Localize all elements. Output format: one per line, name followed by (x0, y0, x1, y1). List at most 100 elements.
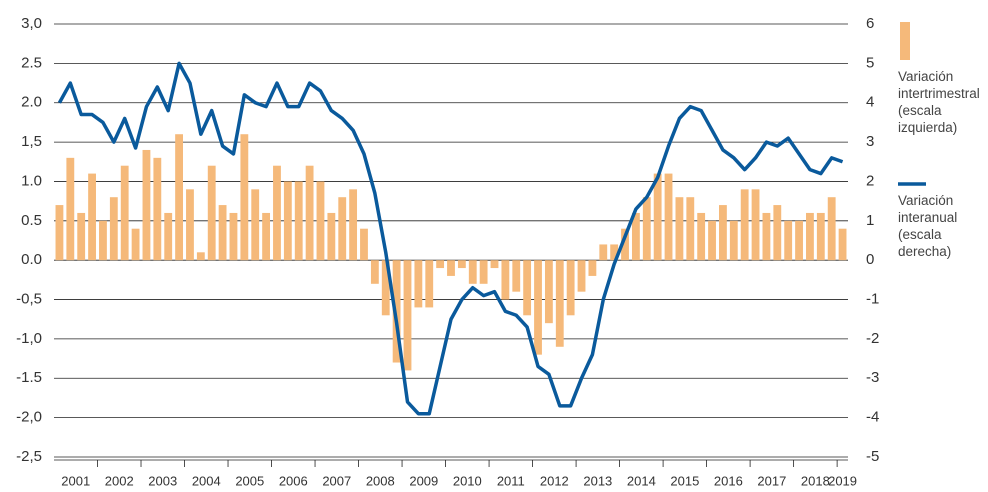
legend-label: Variación intertrimestral (escala izquie… (898, 69, 980, 135)
bar (403, 260, 412, 371)
bar (838, 228, 847, 261)
line (57, 61, 844, 416)
y-tick-label: 1,5 (21, 133, 42, 150)
bar (555, 260, 564, 347)
bar (370, 260, 379, 284)
y2-tick-label: 4 (866, 94, 874, 111)
bar (131, 228, 140, 261)
y2-tick-label: 2 (866, 172, 874, 189)
x-tick-label: 2015 (670, 473, 699, 488)
bar (479, 260, 488, 284)
bar (697, 212, 706, 261)
y2-tick-label: 5 (866, 54, 874, 71)
bar (534, 260, 542, 355)
y2-tick-label: -2 (866, 330, 879, 347)
bar (762, 212, 771, 261)
y2-tick-label: 6 (866, 15, 874, 32)
bar (544, 260, 553, 324)
bar (327, 212, 336, 261)
bar (251, 189, 260, 261)
legend-label: Variación interanual (escala derecha) (898, 193, 958, 259)
y2-tick-label: -1 (866, 291, 879, 308)
bar (708, 220, 716, 261)
bar (392, 260, 401, 363)
x-tick-label: 2018 (801, 473, 830, 488)
bar (686, 197, 695, 261)
y-tick-label: 3,0 (21, 15, 42, 32)
bar (262, 212, 271, 261)
bar (207, 165, 216, 261)
bar (175, 134, 183, 261)
y-tick-label: 0.5 (21, 212, 42, 229)
bar (294, 181, 303, 261)
bar (816, 212, 825, 261)
y-tick-label: 2.0 (21, 94, 42, 111)
bar (457, 260, 466, 269)
x-tick-label: 2003 (148, 473, 177, 488)
bar (283, 181, 292, 261)
bar (740, 189, 749, 261)
y-tick-label: -1,0 (16, 330, 42, 347)
y-tick-label: -1.5 (16, 369, 42, 386)
bar (229, 212, 238, 261)
x-tick-label: 2007 (322, 473, 351, 488)
bar (120, 165, 129, 261)
bar (240, 134, 249, 261)
legend-swatch (900, 22, 910, 60)
bar (425, 260, 434, 308)
bar (599, 244, 608, 261)
x-tick-label: 2013 (583, 473, 612, 488)
bar (653, 173, 662, 261)
bar (414, 260, 423, 308)
bar (66, 157, 75, 261)
y2-tick-label: 1 (866, 212, 874, 229)
y-tick-label: 1.0 (21, 172, 42, 189)
bar (751, 189, 760, 261)
bar (55, 205, 64, 261)
bar (273, 165, 281, 261)
x-tick-label: 2006 (279, 473, 308, 488)
bar (795, 220, 803, 261)
bar (588, 260, 597, 276)
y-tick-label: 2.5 (21, 54, 42, 71)
bar (512, 260, 521, 292)
x-tick-label: 2019 (828, 473, 857, 488)
bar (164, 212, 173, 261)
x-tick-label: 2002 (105, 473, 134, 488)
x-tick-label: 2012 (540, 473, 569, 488)
bar (142, 149, 151, 261)
bar (631, 212, 640, 261)
bar (196, 252, 205, 261)
bar (88, 173, 96, 261)
y-tick-label: 0.0 (21, 251, 42, 268)
bar (577, 260, 586, 292)
x-tick-label: 2009 (409, 473, 438, 488)
y-tick-label: -2,0 (16, 409, 42, 426)
bar (381, 260, 390, 316)
y2-tick-label: -5 (866, 448, 879, 465)
bar (360, 228, 368, 261)
bar (349, 189, 358, 261)
bar (827, 197, 836, 261)
bar (610, 244, 619, 261)
bar (316, 181, 325, 261)
y2-tick-label: -4 (866, 409, 879, 426)
y-tick-label: -2,5 (16, 448, 42, 465)
bar (621, 228, 629, 261)
bar (109, 197, 118, 261)
y2-tick-label: 0 (866, 251, 874, 268)
x-tick-label: 2011 (497, 473, 525, 488)
bar (675, 197, 684, 261)
x-tick-label: 2010 (453, 473, 482, 488)
x-tick-label: 2004 (192, 473, 221, 488)
bar (806, 212, 814, 261)
bar (501, 260, 510, 300)
x-tick-label: 2016 (714, 473, 743, 488)
bar (642, 197, 651, 261)
bar (523, 260, 532, 316)
x-tick-label: 2008 (366, 473, 395, 488)
bar (729, 220, 738, 261)
x-tick-label: 2001 (61, 473, 90, 488)
bar (153, 157, 162, 261)
